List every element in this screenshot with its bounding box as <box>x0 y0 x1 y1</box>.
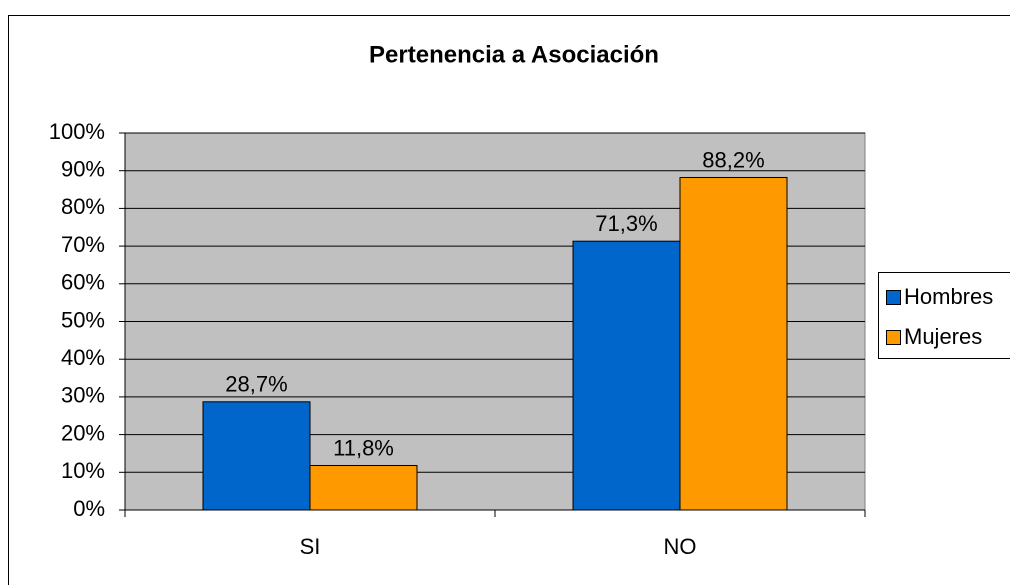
value-label: 28,7% <box>225 372 287 397</box>
y-tick-label: 90% <box>61 157 105 182</box>
value-label: 71,3% <box>595 211 657 236</box>
y-tick-label: 0% <box>73 496 105 521</box>
x-tick-label: SI <box>300 534 321 559</box>
y-tick-label: 70% <box>61 232 105 257</box>
legend-swatch <box>886 290 901 305</box>
y-tick-label: 10% <box>61 458 105 483</box>
value-label: 88,2% <box>702 147 764 172</box>
y-tick-label: 40% <box>61 345 105 370</box>
x-tick-label: NO <box>664 534 697 559</box>
y-tick-label: 30% <box>61 383 105 408</box>
legend-label: Mujeres <box>904 324 982 349</box>
value-label: 11,8% <box>333 435 394 460</box>
legend-label: Hombres <box>904 284 993 309</box>
y-tick-label: 50% <box>61 307 105 332</box>
y-tick-label: 20% <box>61 420 105 445</box>
y-tick-label: 80% <box>61 194 105 219</box>
bar <box>572 240 681 511</box>
y-tick-label: 60% <box>61 270 105 295</box>
bar <box>679 176 788 511</box>
chart-title: Pertenencia a Asociación <box>369 41 659 68</box>
y-tick-label: 100% <box>49 119 105 144</box>
bar <box>309 465 418 511</box>
legend-swatch <box>886 330 901 345</box>
bar <box>202 401 311 511</box>
